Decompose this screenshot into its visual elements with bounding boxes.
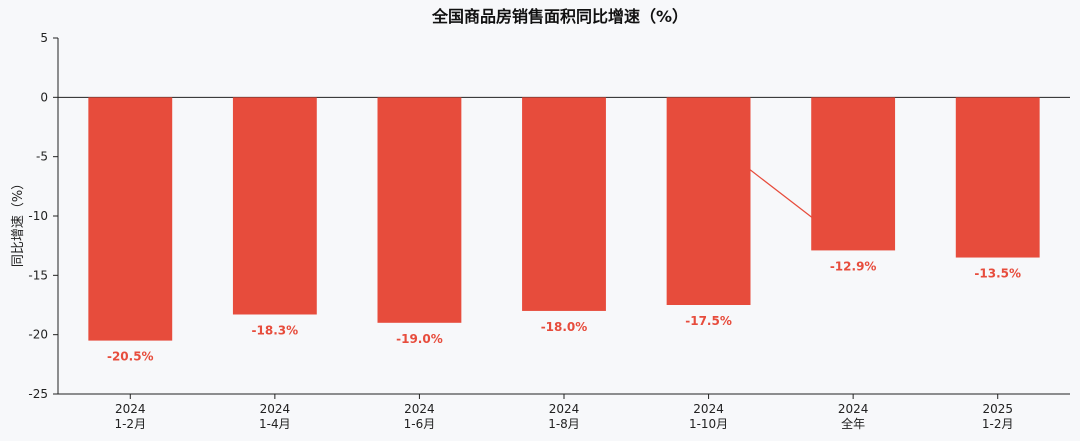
y-tick-label: 0 bbox=[40, 90, 48, 104]
bars bbox=[88, 97, 1040, 341]
bar bbox=[666, 97, 751, 305]
axes: 50-5-10-15-20-2520241-2月20241-4月20241-6月… bbox=[28, 31, 1070, 431]
bar bbox=[522, 97, 606, 311]
x-tick-label-period: 1-10月 bbox=[689, 417, 728, 431]
x-tick-label-year: 2024 bbox=[260, 402, 291, 416]
x-tick-label-year: 2024 bbox=[404, 402, 435, 416]
x-tick-label-period: 1-2月 bbox=[114, 417, 146, 431]
y-axis-label: 同比增速（%） bbox=[11, 177, 26, 267]
y-tick-label: -15 bbox=[28, 268, 48, 282]
x-tick-label-period: 1-6月 bbox=[404, 417, 436, 431]
x-tick-label-year: 2024 bbox=[693, 402, 724, 416]
bar bbox=[232, 97, 317, 315]
data-label: -12.9% bbox=[830, 259, 877, 273]
x-tick-label-period: 1-2月 bbox=[982, 417, 1014, 431]
y-tick-label: -5 bbox=[36, 150, 48, 164]
x-tick-label-year: 2024 bbox=[838, 402, 869, 416]
data-label: -18.3% bbox=[252, 323, 299, 337]
y-tick-label: 5 bbox=[40, 31, 48, 45]
data-label: -13.5% bbox=[974, 267, 1021, 281]
data-label: -20.5% bbox=[107, 350, 154, 364]
data-label: -17.5% bbox=[685, 314, 732, 328]
x-tick-label-period: 1-8月 bbox=[548, 417, 580, 431]
bar bbox=[811, 97, 896, 251]
x-tick-label-year: 2025 bbox=[982, 402, 1013, 416]
data-label: -19.0% bbox=[396, 332, 443, 346]
chart-title: 全国商品房销售面积同比增速（%） bbox=[431, 7, 688, 26]
x-tick-label-year: 2024 bbox=[115, 402, 146, 416]
x-tick-label-year: 2024 bbox=[549, 402, 580, 416]
bar bbox=[377, 97, 462, 323]
data-label: -18.0% bbox=[541, 320, 588, 334]
y-tick-label: -20 bbox=[28, 328, 48, 342]
connector-line bbox=[748, 168, 814, 219]
y-tick-label: -10 bbox=[28, 209, 48, 223]
y-tick-label: -25 bbox=[28, 387, 48, 401]
bar bbox=[88, 97, 173, 341]
bar bbox=[955, 97, 1040, 258]
x-tick-label-period: 1-4月 bbox=[259, 417, 291, 431]
x-tick-label-period: 全年 bbox=[841, 416, 865, 431]
data-labels: -20.5% -18.3% -19.0% -18.0% -17.5% -12.9% -13.… bbox=[107, 259, 1021, 363]
